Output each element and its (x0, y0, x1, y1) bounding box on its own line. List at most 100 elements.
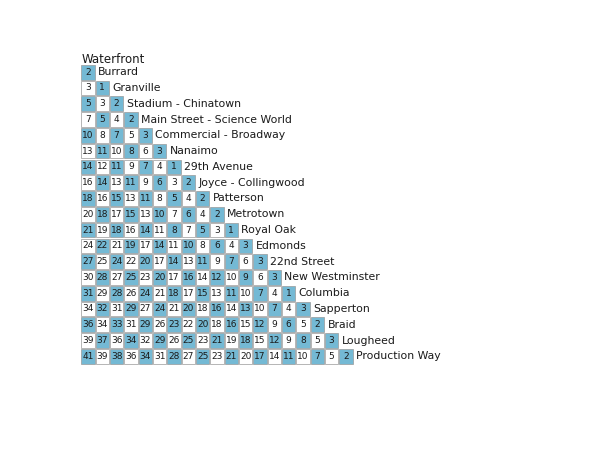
Text: Joyce - Collingwood: Joyce - Collingwood (198, 178, 305, 188)
Bar (153, 254, 166, 269)
Text: 10: 10 (297, 352, 309, 361)
Bar (210, 270, 224, 285)
Bar (81, 270, 94, 285)
Bar (311, 349, 324, 364)
Text: 12: 12 (97, 162, 108, 171)
Text: 23: 23 (212, 352, 222, 361)
Text: 17: 17 (183, 289, 194, 298)
Text: 4: 4 (228, 241, 234, 250)
Bar (153, 223, 166, 237)
Text: 9: 9 (272, 320, 277, 329)
Text: 15: 15 (125, 210, 136, 219)
Bar (81, 65, 94, 79)
Bar (296, 318, 310, 332)
Text: 10: 10 (240, 289, 251, 298)
Text: 14: 14 (225, 304, 237, 313)
Bar (96, 286, 109, 300)
Text: 33: 33 (111, 320, 123, 329)
Bar (96, 349, 109, 364)
Bar (96, 270, 109, 285)
Text: 4: 4 (286, 304, 291, 313)
Bar (225, 254, 238, 269)
Text: Sapperton: Sapperton (313, 304, 370, 314)
Text: 9: 9 (285, 336, 291, 345)
Text: 29th Avenue: 29th Avenue (184, 162, 253, 172)
Text: 16: 16 (225, 320, 237, 329)
Bar (124, 112, 138, 127)
Text: 41: 41 (82, 352, 94, 361)
Text: Commercial - Broadway: Commercial - Broadway (155, 130, 285, 140)
Bar (139, 286, 152, 300)
Bar (196, 191, 209, 206)
Text: 6: 6 (214, 241, 220, 250)
Bar (267, 286, 281, 300)
Text: 6: 6 (257, 273, 263, 282)
Text: 9: 9 (142, 178, 148, 187)
Text: 11: 11 (225, 289, 237, 298)
Bar (182, 191, 195, 206)
Bar (239, 254, 252, 269)
Bar (139, 207, 152, 221)
Text: 31: 31 (82, 289, 94, 298)
Text: 3: 3 (300, 304, 306, 313)
Bar (167, 333, 180, 348)
Bar (81, 333, 94, 348)
Text: 27: 27 (139, 304, 151, 313)
Bar (153, 333, 166, 348)
Bar (267, 270, 281, 285)
Bar (96, 239, 109, 253)
Bar (239, 349, 252, 364)
Text: 18: 18 (211, 320, 223, 329)
Text: 30: 30 (82, 273, 94, 282)
Text: 18: 18 (111, 226, 123, 235)
Bar (81, 191, 94, 206)
Bar (81, 239, 94, 253)
Bar (96, 97, 109, 111)
Bar (153, 302, 166, 316)
Bar (81, 112, 94, 127)
Text: 19: 19 (97, 226, 108, 235)
Text: 36: 36 (125, 352, 136, 361)
Bar (225, 318, 238, 332)
Text: 3: 3 (272, 273, 277, 282)
Text: 37: 37 (97, 336, 108, 345)
Bar (167, 302, 180, 316)
Text: 11: 11 (154, 226, 165, 235)
Bar (110, 128, 123, 143)
Text: 10: 10 (154, 210, 165, 219)
Text: 11: 11 (168, 241, 180, 250)
Bar (96, 254, 109, 269)
Text: 20: 20 (82, 210, 94, 219)
Text: Braid: Braid (328, 320, 356, 330)
Bar (225, 223, 238, 237)
Text: 5: 5 (99, 115, 105, 124)
Text: 14: 14 (154, 241, 165, 250)
Bar (182, 239, 195, 253)
Bar (139, 144, 152, 158)
Bar (167, 286, 180, 300)
Bar (110, 223, 123, 237)
Text: 32: 32 (97, 304, 108, 313)
Text: 31: 31 (154, 352, 165, 361)
Bar (167, 160, 180, 174)
Text: 2: 2 (114, 99, 120, 108)
Bar (254, 286, 267, 300)
Bar (81, 254, 94, 269)
Text: 1: 1 (99, 83, 105, 92)
Text: 3: 3 (99, 99, 105, 108)
Bar (239, 270, 252, 285)
Bar (96, 333, 109, 348)
Bar (139, 175, 152, 190)
Bar (196, 318, 209, 332)
Text: 21: 21 (225, 352, 237, 361)
Text: 2: 2 (200, 194, 206, 203)
Bar (139, 270, 152, 285)
Bar (182, 318, 195, 332)
Bar (239, 286, 252, 300)
Text: Columbia: Columbia (299, 288, 350, 298)
Text: 10: 10 (254, 304, 266, 313)
Text: 2: 2 (214, 210, 220, 219)
Text: 12: 12 (254, 320, 266, 329)
Bar (196, 349, 209, 364)
Bar (254, 318, 267, 332)
